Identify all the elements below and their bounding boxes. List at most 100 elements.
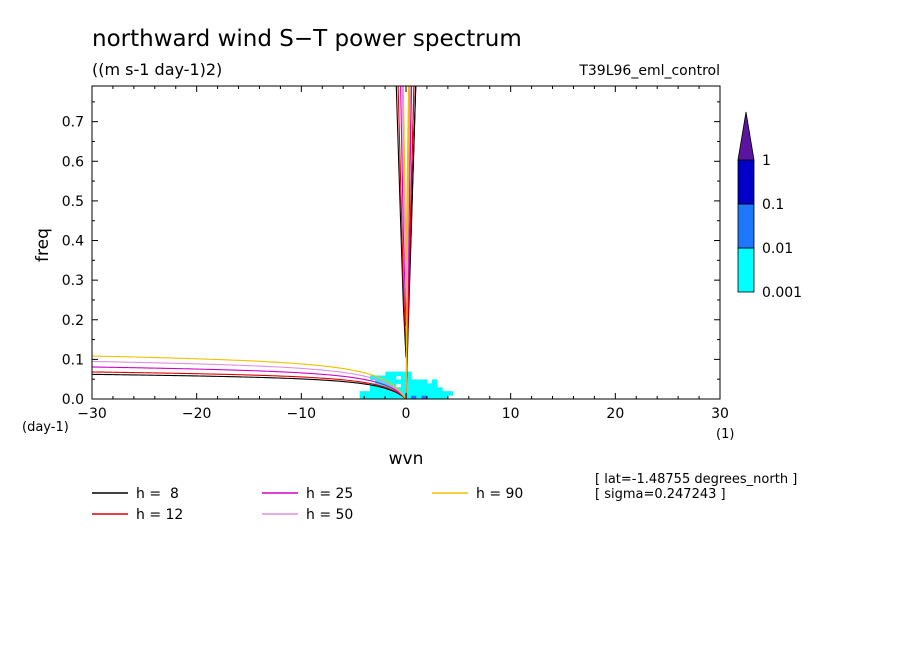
x-unit-label: (1) <box>716 427 734 442</box>
contour-cell <box>406 383 412 388</box>
wave-curve-h90 <box>402 86 410 261</box>
contour-cell <box>436 387 443 392</box>
contour-cell <box>390 395 397 399</box>
colorbar-label: 1 <box>762 153 771 169</box>
contour-cell <box>421 391 428 396</box>
colorbar-swatch <box>737 203 755 249</box>
contour-cell <box>411 383 417 388</box>
contour-cell <box>390 391 397 396</box>
contour-cell <box>364 395 371 399</box>
contour-cell <box>447 391 453 396</box>
contour-cell <box>400 387 407 392</box>
rossby-curve-h25 <box>92 366 407 399</box>
contour-cell <box>426 383 433 388</box>
legend: h = 8 h = 12 h = 25 h = 50 h = 90 <box>92 486 523 523</box>
x-tick-label: −10 <box>287 406 317 422</box>
contour-cell <box>380 395 387 399</box>
contour-cell <box>416 387 423 392</box>
dispersion-curves <box>92 86 417 399</box>
colorbar-arrow <box>737 111 755 161</box>
colorbar: 0.001 0.01 0.1 1 <box>737 111 802 301</box>
x-tick-label: 20 <box>606 406 624 422</box>
y-tick-label: 0.4 <box>62 234 84 250</box>
contour-cell <box>442 395 448 399</box>
contour-cell <box>416 379 423 384</box>
contour-cell <box>436 395 443 399</box>
colorbar-label: 0.01 <box>762 241 793 257</box>
chart-subtitle: ((m s-1 day-1)2) <box>92 60 222 79</box>
contour-cell <box>442 391 448 396</box>
contour-cell <box>411 395 417 399</box>
kelvin-curve-h50 <box>405 86 411 399</box>
contour-cell <box>400 375 407 381</box>
contour-cell <box>359 391 366 396</box>
contour-cell <box>395 379 402 384</box>
contour-cell <box>380 383 387 388</box>
legend-label: h = 50 <box>306 507 353 523</box>
contour-cell <box>395 395 402 399</box>
contour-cell <box>416 383 423 388</box>
contour-cell <box>390 371 397 377</box>
colorbar-swatch <box>737 159 755 205</box>
contour-cell <box>375 387 381 392</box>
contour-cell <box>400 371 407 377</box>
contour-cell <box>395 371 402 377</box>
experiment-label: T39L96_eml_control <box>578 63 720 79</box>
contour-cell <box>385 383 392 388</box>
contour-cell <box>426 387 433 392</box>
contour-cell <box>431 387 438 392</box>
y-tick-label: 0.6 <box>62 154 84 170</box>
contour-cell <box>385 371 392 377</box>
contour-cell <box>411 387 417 392</box>
y-tick-label: 0.1 <box>62 352 84 368</box>
legend-label: h = 12 <box>136 507 183 523</box>
contour-cell <box>385 391 392 396</box>
x-tick-label: −30 <box>77 406 107 422</box>
contour-cell <box>406 379 412 384</box>
contour-cell <box>431 383 438 388</box>
contour-cell <box>364 391 371 396</box>
contour-cell <box>375 375 381 381</box>
x-tick-label: 10 <box>502 406 520 422</box>
x-axis-label: wvn <box>389 449 424 469</box>
info-sigma: [ sigma=0.247243 ] <box>595 487 726 502</box>
y-tick-label: 0.3 <box>62 273 84 289</box>
contour-cell <box>406 371 412 377</box>
x-tick-label: −20 <box>182 406 212 422</box>
wave-curve-h50 <box>401 86 411 296</box>
colorbar-label: 0.1 <box>762 197 784 213</box>
y-tick-label: 0.7 <box>62 115 84 131</box>
contour-cell <box>369 391 376 396</box>
legend-label: h = 8 <box>136 486 179 502</box>
contour-cell <box>400 391 407 396</box>
contour-cell <box>431 391 438 396</box>
y-axis-label: freq <box>33 228 53 262</box>
contour-cell <box>411 379 417 384</box>
contour-cell <box>421 379 428 384</box>
contour-cell <box>400 379 407 384</box>
legend-label: h = 90 <box>476 486 523 502</box>
contour-cell <box>380 387 387 392</box>
contour-cell <box>369 395 376 399</box>
contour-cell <box>390 379 397 384</box>
contour-cell <box>390 375 397 381</box>
axes: −30 −20 −10 0 10 20 30 0.0 0.1 0.2 0.3 0.4 0.5 0.6 0.7 <box>62 86 729 422</box>
contour-cell <box>421 383 428 388</box>
wave-curve-h25 <box>400 86 412 327</box>
y-tick-label: 0.0 <box>62 392 84 408</box>
contour-cell <box>375 379 381 384</box>
contour-cell <box>400 383 407 388</box>
wave-curve-h12 <box>397 86 415 349</box>
y-tick-label: 0.5 <box>62 194 84 210</box>
rossby-curve-h8 <box>92 373 407 399</box>
y-tick-label: 0.2 <box>62 313 84 329</box>
contour-cell <box>416 391 423 396</box>
contour-cell <box>421 387 428 392</box>
contour-cell <box>411 391 417 396</box>
x-tick-label: 30 <box>711 406 729 422</box>
contour-cell <box>436 391 443 396</box>
contour-cell <box>406 387 412 392</box>
x-tick-label: 0 <box>402 406 411 422</box>
kelvin-curve-h8 <box>405 86 417 399</box>
